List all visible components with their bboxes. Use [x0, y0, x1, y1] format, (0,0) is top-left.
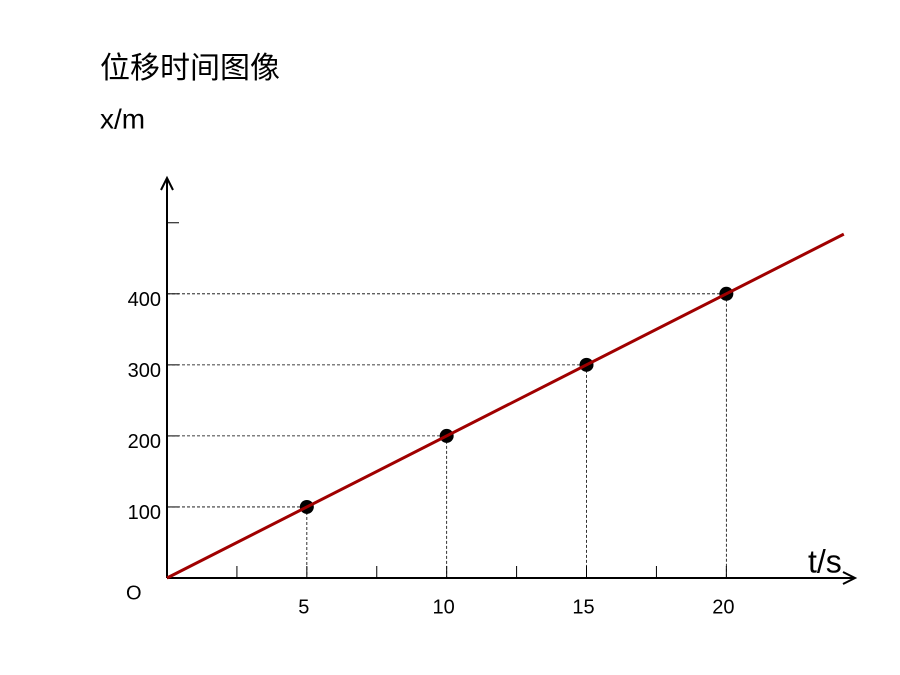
y-tick-label: 400	[128, 289, 161, 311]
x-tick-label: 5	[298, 596, 309, 618]
y-tick-label: 200	[128, 431, 161, 453]
origin-label: O	[126, 582, 142, 604]
fit-line	[166, 232, 845, 580]
x-tick-label: 15	[572, 596, 594, 618]
x-tick-label: 10	[433, 596, 455, 618]
y-tick-label: 300	[128, 360, 161, 382]
y-axis-arrow	[160, 175, 174, 191]
chart-title: 位移时间图像	[100, 52, 280, 85]
y-tick-label: 100	[128, 502, 161, 524]
y-axis-label: x/m	[100, 103, 145, 134]
x-axis-arrow	[842, 571, 858, 585]
x-axis-label: t/s	[808, 543, 842, 579]
x-tick-label: 20	[712, 596, 734, 618]
